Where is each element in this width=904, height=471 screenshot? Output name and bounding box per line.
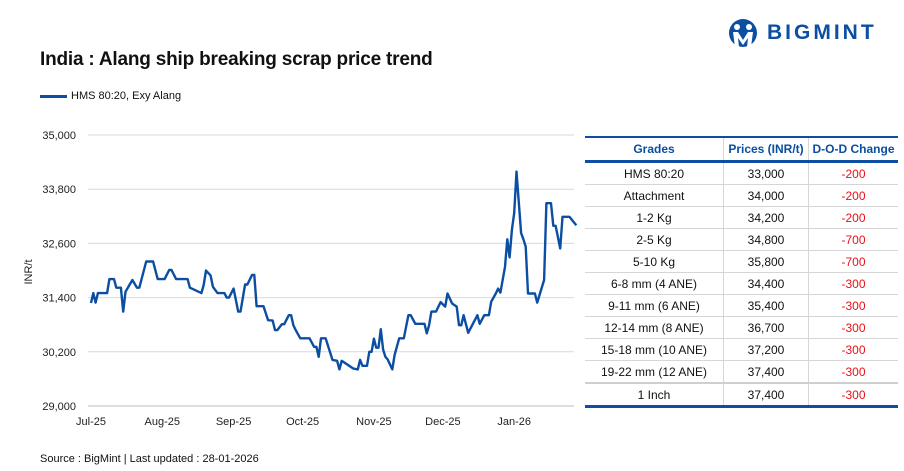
table-row: 5-10 Kg 35,800 -700 xyxy=(585,250,898,273)
cell-price: 35,400 xyxy=(723,294,809,317)
cell-grade: 9-11 mm (6 ANE) xyxy=(585,294,724,317)
cell-price: 34,000 xyxy=(723,184,809,207)
y-tick-label: 33,800 xyxy=(42,184,76,196)
cell-change: -200 xyxy=(808,161,898,185)
cell-price: 37,400 xyxy=(723,360,809,384)
table-row: 1-2 Kg 34,200 -200 xyxy=(585,206,898,229)
table-row: 2-5 Kg 34,800 -700 xyxy=(585,228,898,251)
table-row: 12-14 mm (8 ANE) 36,700 -300 xyxy=(585,316,898,339)
x-tick-label: Oct-25 xyxy=(286,416,319,428)
x-tick-label: Jul-25 xyxy=(76,416,106,428)
cell-grade: 15-18 mm (10 ANE) xyxy=(585,338,724,361)
logo-text: BIGMINT xyxy=(767,21,877,44)
cell-grade: 19-22 mm (12 ANE) xyxy=(585,360,724,384)
cell-change: -300 xyxy=(808,294,898,317)
cell-change: -300 xyxy=(808,382,898,407)
cell-change: -200 xyxy=(808,206,898,229)
cell-price: 37,200 xyxy=(723,338,809,361)
cell-price: 34,400 xyxy=(723,272,809,295)
cell-grade: Attachment xyxy=(585,184,724,207)
bigmint-logo: BIGMINT xyxy=(727,18,877,48)
source-note: Source : BigMint | Last updated : 28-01-… xyxy=(40,453,259,465)
cell-price: 34,800 xyxy=(723,228,809,251)
table-row: 1 Inch 37,400 -300 xyxy=(585,382,898,407)
cell-change: -200 xyxy=(808,184,898,207)
y-tick-label: 32,600 xyxy=(42,238,76,250)
cell-price: 34,200 xyxy=(723,206,809,229)
cell-change: -700 xyxy=(808,250,898,273)
cell-change: -700 xyxy=(808,228,898,251)
cell-price: 33,000 xyxy=(723,161,809,185)
table-row: 15-18 mm (10 ANE) 37,200 -300 xyxy=(585,338,898,361)
y-tick-label: 30,200 xyxy=(42,347,76,359)
price-table: Grades Prices (INR/t) D-O-D Change HMS 8… xyxy=(585,136,898,408)
table-row: 6-8 mm (4 ANE) 34,400 -300 xyxy=(585,272,898,295)
x-tick-label: Sep-25 xyxy=(216,416,251,428)
cell-change: -300 xyxy=(808,338,898,361)
x-tick-label: Nov-25 xyxy=(356,416,391,428)
cell-price: 35,800 xyxy=(723,250,809,273)
cell-grade: 12-14 mm (8 ANE) xyxy=(585,316,724,339)
x-tick-label: Jan-26 xyxy=(497,416,531,428)
legend-label: HMS 80:20, Exy Alang xyxy=(71,90,182,102)
cell-grade: 2-5 Kg xyxy=(585,228,724,251)
table-row: Attachment 34,000 -200 xyxy=(585,184,898,207)
y-tick-label: 35,000 xyxy=(42,130,76,142)
table-row: 19-22 mm (12 ANE) 37,400 -300 xyxy=(585,360,898,384)
cell-grade: 1-2 Kg xyxy=(585,206,724,229)
y-tick-label: 29,000 xyxy=(42,401,76,413)
cell-grade: 1 Inch xyxy=(585,382,724,407)
header-change: D-O-D Change xyxy=(808,137,898,163)
series-line-hms-80-20 xyxy=(89,170,578,371)
table-row: 9-11 mm (6 ANE) 35,400 -300 xyxy=(585,294,898,317)
x-tick-label: Aug-25 xyxy=(145,416,180,428)
cell-change: -300 xyxy=(808,360,898,384)
table-header-row: Grades Prices (INR/t) D-O-D Change xyxy=(585,137,898,163)
chart-title: India : Alang ship breaking scrap price … xyxy=(40,49,433,70)
header-grades: Grades xyxy=(585,137,724,163)
table-row: HMS 80:20 33,000 -200 xyxy=(585,161,898,185)
y-axis-label: INR/t xyxy=(23,259,35,284)
cell-price: 37,400 xyxy=(723,382,809,407)
legend: HMS 80:20, Exy Alang xyxy=(40,90,181,102)
cell-grade: 5-10 Kg xyxy=(585,250,724,273)
cell-grade: 6-8 mm (4 ANE) xyxy=(585,272,724,295)
y-tick-label: 31,400 xyxy=(42,293,76,305)
cell-grade: HMS 80:20 xyxy=(585,161,724,185)
cell-price: 36,700 xyxy=(723,316,809,339)
cell-change: -300 xyxy=(808,272,898,295)
legend-swatch xyxy=(40,94,67,98)
cell-change: -300 xyxy=(808,316,898,339)
x-tick-label: Dec-25 xyxy=(425,416,460,428)
bigmint-logo-icon xyxy=(729,19,757,47)
header-prices: Prices (INR/t) xyxy=(723,137,809,163)
